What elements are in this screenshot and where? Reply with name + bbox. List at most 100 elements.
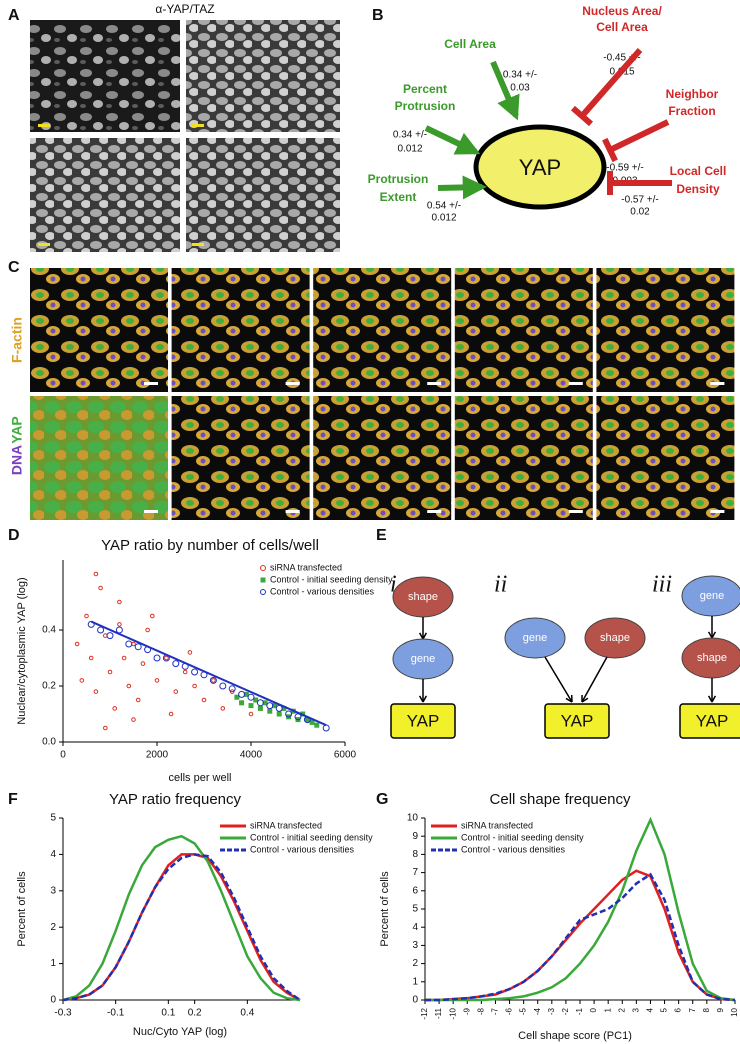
- x-tick-label: 3: [631, 1007, 640, 1012]
- y-tick-label: 0: [412, 995, 418, 1006]
- scale-bar: [568, 382, 583, 385]
- point: [79, 678, 85, 683]
- y-tick-label: 7: [412, 867, 418, 878]
- point: [248, 711, 254, 717]
- scale-bar: [427, 382, 442, 385]
- panel-label: C: [8, 259, 20, 276]
- x-tick-label: -12: [420, 1007, 429, 1019]
- diagram-numeral: i: [390, 572, 397, 598]
- factor-label: Extent: [380, 190, 417, 204]
- micrograph: [186, 138, 340, 252]
- legend-label: Control - various densities: [270, 586, 375, 596]
- x-axis-label: Nuc/Cyto YAP (log): [133, 1026, 227, 1038]
- x-tick-label: 1: [603, 1007, 612, 1012]
- x-tick-label: 4: [646, 1007, 655, 1012]
- scale-bar: [192, 243, 204, 246]
- scale-bar: [285, 382, 300, 385]
- panel-c-images: [30, 268, 735, 520]
- point: [228, 685, 236, 693]
- yap-node: [473, 124, 607, 210]
- series-line: [62, 834, 301, 1002]
- trend-line: [90, 620, 327, 727]
- x-tick-label: -8: [476, 1007, 485, 1015]
- point: [219, 682, 227, 690]
- x-tick-label: -1: [575, 1007, 584, 1015]
- micrograph: [30, 396, 168, 520]
- factor-label: Protrusion: [368, 172, 429, 186]
- point: [304, 717, 310, 723]
- scale-bar: [144, 510, 158, 513]
- point: [150, 613, 155, 619]
- yap-box: [390, 703, 456, 739]
- point: [243, 691, 249, 697]
- legend-swatch: [260, 589, 266, 595]
- point: [93, 689, 99, 694]
- point: [145, 627, 150, 633]
- point: [248, 703, 254, 709]
- y-tick-label: 1: [412, 976, 418, 987]
- yap-node-label: YAP: [519, 155, 561, 180]
- point: [182, 669, 188, 675]
- stain-label: F-actin: [9, 317, 25, 363]
- factor-value: -0.45 +/-: [603, 53, 641, 64]
- yap-box: [544, 703, 610, 739]
- x-tick-label: -5: [519, 1007, 528, 1015]
- x-tick-label: 6000: [334, 750, 357, 761]
- y-tick-label: 0.4: [42, 625, 56, 636]
- point: [98, 585, 103, 591]
- point: [107, 669, 113, 675]
- point: [135, 697, 141, 703]
- micrograph: [186, 20, 340, 132]
- factor-value: 0.54 +/-: [427, 201, 461, 212]
- node-label: shape: [697, 652, 727, 664]
- point: [276, 711, 282, 717]
- stain-label: DNA: [9, 445, 25, 475]
- node-label: YAP: [561, 711, 594, 730]
- scale-bar: [427, 510, 442, 513]
- x-tick-label: -7: [491, 1007, 500, 1015]
- inhibition-line: [608, 119, 670, 153]
- micrograph: [454, 396, 593, 520]
- micrograph: [30, 138, 180, 252]
- y-tick-label: 8: [412, 849, 418, 860]
- legend-label: Control - initial seeding density: [270, 574, 393, 584]
- x-tick-label: -9: [462, 1007, 471, 1015]
- x-tick-label: 5: [660, 1007, 669, 1012]
- point: [209, 676, 217, 684]
- y-tick-label: 0.2: [42, 681, 56, 692]
- legend-label: siRNA transfected: [461, 820, 533, 830]
- x-tick-label: 6: [674, 1007, 683, 1012]
- point: [153, 654, 161, 662]
- yap-box: [679, 703, 740, 739]
- point: [247, 693, 255, 701]
- x-tick-label: -3: [547, 1007, 556, 1015]
- point: [191, 668, 199, 676]
- point: [262, 700, 268, 706]
- x-tick-label: 7: [688, 1007, 697, 1012]
- factor-value: -0.57 +/-: [621, 195, 659, 206]
- point: [272, 703, 277, 709]
- point: [253, 697, 259, 703]
- y-tick-label: 4: [50, 849, 56, 860]
- micrograph: [596, 268, 735, 392]
- x-tick-label: 9: [716, 1007, 725, 1012]
- scale-bar: [38, 124, 50, 127]
- node-label: shape: [408, 591, 438, 603]
- legend-label: Control - various densities: [250, 844, 355, 854]
- point: [201, 697, 207, 703]
- y-tick-label: 3: [412, 940, 418, 951]
- x-tick-label: 0.1: [161, 1008, 175, 1019]
- micrograph: [313, 396, 452, 520]
- y-tick-label: 10: [407, 813, 419, 824]
- x-tick-label: -2: [561, 1007, 570, 1015]
- scale-bar: [144, 382, 158, 385]
- scale-bar: [710, 382, 725, 385]
- micrograph: [596, 396, 735, 520]
- point: [314, 722, 320, 728]
- micrograph: [171, 268, 310, 392]
- point: [103, 725, 108, 731]
- legend-label: Control - initial seeding density: [461, 832, 584, 842]
- micrograph: [30, 20, 180, 132]
- activation-arrow: [490, 60, 520, 121]
